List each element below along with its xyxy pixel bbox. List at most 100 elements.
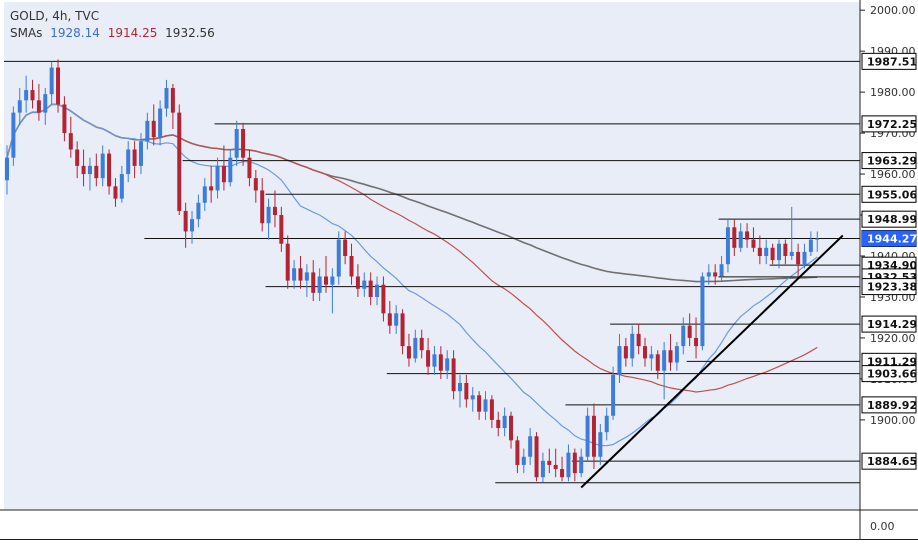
candle-body — [368, 280, 373, 297]
candle-body — [470, 395, 475, 400]
candle-body — [732, 227, 737, 248]
candle-body — [636, 333, 641, 347]
candle-body — [119, 174, 124, 199]
sma-fast-line — [6, 103, 818, 447]
candle-body — [681, 325, 686, 347]
candle-body — [623, 346, 628, 359]
candle-body — [228, 157, 233, 183]
candle-body — [591, 415, 596, 457]
candle-body — [521, 456, 526, 465]
level-price-label: 1955.06 — [861, 185, 917, 203]
candle-body — [43, 94, 48, 113]
candle-body — [796, 251, 801, 265]
candle-body — [496, 419, 501, 429]
candle-body — [700, 276, 705, 347]
candle-body — [419, 337, 424, 351]
candle-body — [757, 247, 762, 256]
plot-area — [4, 2, 860, 510]
y-tick-label: 1980.00 — [870, 86, 916, 99]
candle-body — [515, 440, 520, 465]
candle-body — [560, 469, 565, 478]
candle-body — [11, 112, 16, 158]
ascending-trendline[interactable] — [580, 234, 844, 489]
level-price-label: 1889.92 — [861, 396, 917, 414]
candle-body — [668, 350, 673, 363]
sma-legend: SMAs 1928.14 1914.25 1932.56 — [10, 25, 215, 42]
candle-body — [30, 90, 35, 101]
candle-body — [770, 247, 775, 261]
sma-fast-value: 1928.14 — [50, 26, 100, 40]
candle-body — [36, 100, 41, 113]
level-label-box — [861, 396, 917, 414]
level-label-text: 1963.29 — [867, 155, 917, 168]
candle-body — [534, 436, 539, 478]
candle-body — [56, 67, 61, 105]
symbol-title: GOLD, 4h, TVC — [10, 9, 100, 23]
candle-body — [87, 165, 92, 175]
level-label-text: 1987.51 — [867, 55, 917, 68]
candle-body — [17, 100, 22, 113]
y-tick-label: 1960.00 — [870, 168, 916, 181]
level-label-text: 1923.38 — [867, 281, 917, 294]
candle-body — [643, 346, 647, 359]
candle-body — [502, 415, 507, 429]
candle-body — [745, 231, 750, 240]
candle-body — [62, 104, 67, 134]
candle-body — [202, 186, 207, 203]
level-label-box — [861, 52, 917, 70]
candle-body — [566, 452, 571, 478]
candle-body — [260, 190, 265, 224]
candle-body — [457, 383, 462, 392]
y-tick-label: 1920.00 — [870, 332, 916, 345]
candle-body — [253, 178, 258, 191]
current-price-label: 1944.27 — [867, 233, 917, 246]
volume-axis-label: 0.00 — [870, 520, 895, 533]
candle-body — [655, 354, 660, 371]
candle-body — [94, 165, 99, 179]
candle-body — [394, 313, 399, 326]
candle-body — [272, 206, 277, 216]
candle-body — [764, 247, 769, 256]
candle-body — [617, 346, 622, 375]
candle-body — [311, 272, 316, 293]
candle-body — [145, 120, 150, 142]
candle-body — [783, 243, 788, 256]
candle-body — [221, 165, 226, 183]
candle-body — [75, 149, 80, 166]
level-price-label: 1923.38 — [861, 278, 917, 296]
level-label-box — [861, 365, 917, 383]
candle-body — [451, 358, 456, 392]
candle-body — [107, 153, 112, 187]
y-tick-label: 2000.00 — [870, 4, 916, 17]
candle-body — [81, 165, 86, 175]
candle-body — [5, 157, 9, 181]
candle-body — [649, 354, 654, 359]
level-price-label: 1972.25 — [861, 115, 917, 133]
level-label-box — [861, 185, 917, 203]
level-price-label: 1884.65 — [861, 452, 917, 470]
candle-body — [553, 464, 558, 470]
candle-body — [362, 280, 367, 289]
candle-body — [400, 313, 405, 347]
candle-body — [304, 272, 309, 281]
y-tick-label: 1900.00 — [870, 414, 916, 427]
level-label-box — [861, 115, 917, 133]
level-label-text: 1972.25 — [867, 118, 917, 131]
level-price-label: 1948.99 — [861, 210, 917, 228]
candle-body — [138, 141, 143, 166]
candle-body — [706, 272, 711, 277]
candle-body — [234, 129, 239, 158]
level-label-box — [861, 315, 917, 333]
candle-body — [738, 231, 743, 248]
candle-body — [585, 415, 590, 457]
candle-body — [432, 354, 437, 367]
candle-body — [24, 90, 29, 101]
level-label-text: 1914.29 — [867, 318, 917, 331]
candle-body — [49, 67, 54, 95]
candle-body — [483, 399, 488, 412]
candle-body — [674, 346, 679, 363]
sma-label: SMAs — [10, 26, 43, 40]
candle-body — [815, 238, 820, 240]
